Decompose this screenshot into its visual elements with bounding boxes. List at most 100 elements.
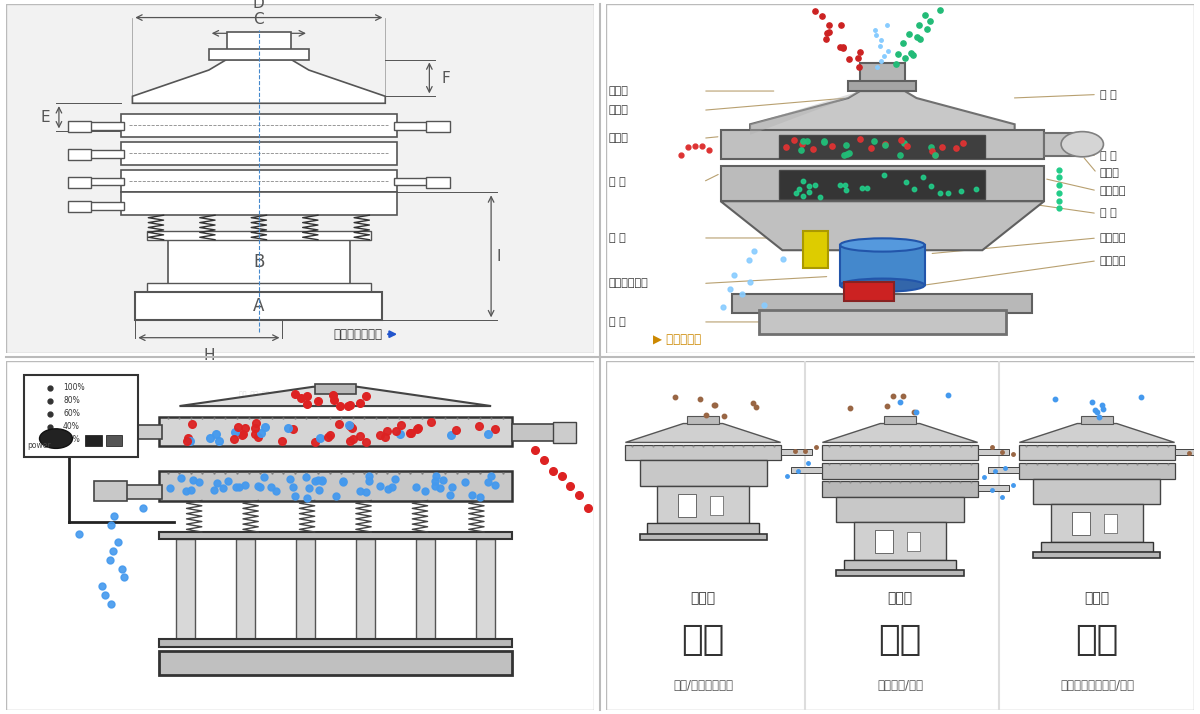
Bar xyxy=(227,31,292,51)
Text: 双层式: 双层式 xyxy=(1085,591,1110,605)
Ellipse shape xyxy=(840,238,925,251)
Bar xyxy=(67,149,91,160)
Bar xyxy=(1073,512,1090,536)
Bar xyxy=(1040,541,1153,552)
Bar xyxy=(106,435,122,446)
Bar xyxy=(67,201,91,213)
Bar xyxy=(95,481,126,501)
Text: C: C xyxy=(253,12,264,27)
Bar xyxy=(978,448,1009,455)
Bar xyxy=(136,292,383,320)
Text: 网 架: 网 架 xyxy=(1100,151,1117,161)
Bar xyxy=(822,445,978,461)
Bar xyxy=(1033,552,1160,558)
Text: 分级: 分级 xyxy=(682,623,725,658)
Text: 出料口: 出料口 xyxy=(608,134,629,144)
Bar xyxy=(176,539,194,640)
Bar xyxy=(1051,504,1142,541)
Text: 颗粒/粉末准确分级: 颗粒/粉末准确分级 xyxy=(673,680,733,693)
Bar xyxy=(158,651,511,675)
Bar xyxy=(988,466,1019,473)
Text: 40%: 40% xyxy=(64,422,80,431)
Text: D: D xyxy=(253,0,265,11)
Polygon shape xyxy=(180,387,491,406)
Polygon shape xyxy=(721,201,1044,250)
Bar xyxy=(678,494,696,517)
Bar xyxy=(710,496,722,515)
Bar xyxy=(121,193,397,215)
Text: E: E xyxy=(41,110,50,125)
Bar xyxy=(209,49,308,59)
Bar xyxy=(121,114,397,136)
Bar xyxy=(85,178,124,186)
Bar xyxy=(158,471,511,501)
Text: 下部重锤: 下部重锤 xyxy=(1100,256,1127,266)
Bar xyxy=(647,523,760,534)
Polygon shape xyxy=(822,423,978,443)
Bar xyxy=(168,240,350,285)
Polygon shape xyxy=(780,135,985,158)
Bar xyxy=(884,416,916,423)
Bar xyxy=(781,448,812,455)
Text: 三层式: 三层式 xyxy=(888,591,912,605)
Bar xyxy=(394,122,432,129)
Text: 进料口: 进料口 xyxy=(608,86,629,96)
Polygon shape xyxy=(750,91,1015,135)
Bar xyxy=(875,531,893,553)
Text: 防尘盖: 防尘盖 xyxy=(608,105,629,115)
Bar xyxy=(85,122,124,129)
Polygon shape xyxy=(750,91,860,135)
Bar xyxy=(803,231,828,268)
Bar xyxy=(860,63,905,82)
Circle shape xyxy=(40,429,72,448)
Bar xyxy=(822,481,978,497)
Text: 运输固定螺栓: 运输固定螺栓 xyxy=(608,278,649,288)
Ellipse shape xyxy=(1061,131,1104,157)
Bar xyxy=(356,539,374,640)
Text: 20%: 20% xyxy=(64,435,79,444)
Bar xyxy=(553,422,576,443)
Bar xyxy=(121,485,162,499)
Text: H: H xyxy=(203,348,215,363)
Ellipse shape xyxy=(840,278,925,292)
Bar xyxy=(158,639,511,648)
Bar xyxy=(721,166,1044,201)
Bar xyxy=(732,294,1032,313)
Polygon shape xyxy=(625,423,781,443)
Text: 载波  载波  载波  载波  载波  载波  载波  载波  载波  载波  载波: 载波 载波 载波 载波 载波 载波 载波 载波 载波 载波 载波 xyxy=(239,391,361,396)
Bar xyxy=(476,539,494,640)
Bar xyxy=(836,497,964,522)
Text: A: A xyxy=(253,297,264,315)
Bar xyxy=(758,310,1006,334)
Bar xyxy=(426,177,450,188)
Text: 80%: 80% xyxy=(64,396,79,406)
Bar xyxy=(426,121,450,132)
Bar xyxy=(1175,448,1200,455)
Bar xyxy=(791,466,822,473)
Bar xyxy=(148,283,371,292)
Text: 加重块: 加重块 xyxy=(1100,169,1120,178)
Bar xyxy=(1019,463,1175,478)
Bar xyxy=(85,150,124,158)
Bar xyxy=(67,177,91,188)
Bar xyxy=(1019,445,1175,461)
Text: 过滤: 过滤 xyxy=(878,623,922,658)
Text: 筛 网: 筛 网 xyxy=(1100,89,1117,99)
Text: F: F xyxy=(442,71,450,86)
Text: power: power xyxy=(28,441,50,451)
Bar xyxy=(721,129,1044,159)
Polygon shape xyxy=(132,59,385,104)
Polygon shape xyxy=(1019,423,1175,443)
Bar xyxy=(1033,478,1160,504)
Bar xyxy=(1081,416,1112,423)
Bar xyxy=(158,416,511,446)
Bar xyxy=(907,532,919,551)
Bar xyxy=(148,231,371,240)
Bar xyxy=(158,532,511,539)
Text: 去除液体中的颗粒/异物: 去除液体中的颗粒/异物 xyxy=(1060,680,1134,693)
Text: 机 座: 机 座 xyxy=(608,317,625,327)
Bar xyxy=(85,202,124,210)
Bar xyxy=(121,142,397,164)
Bar xyxy=(822,463,978,478)
Bar xyxy=(836,570,964,576)
